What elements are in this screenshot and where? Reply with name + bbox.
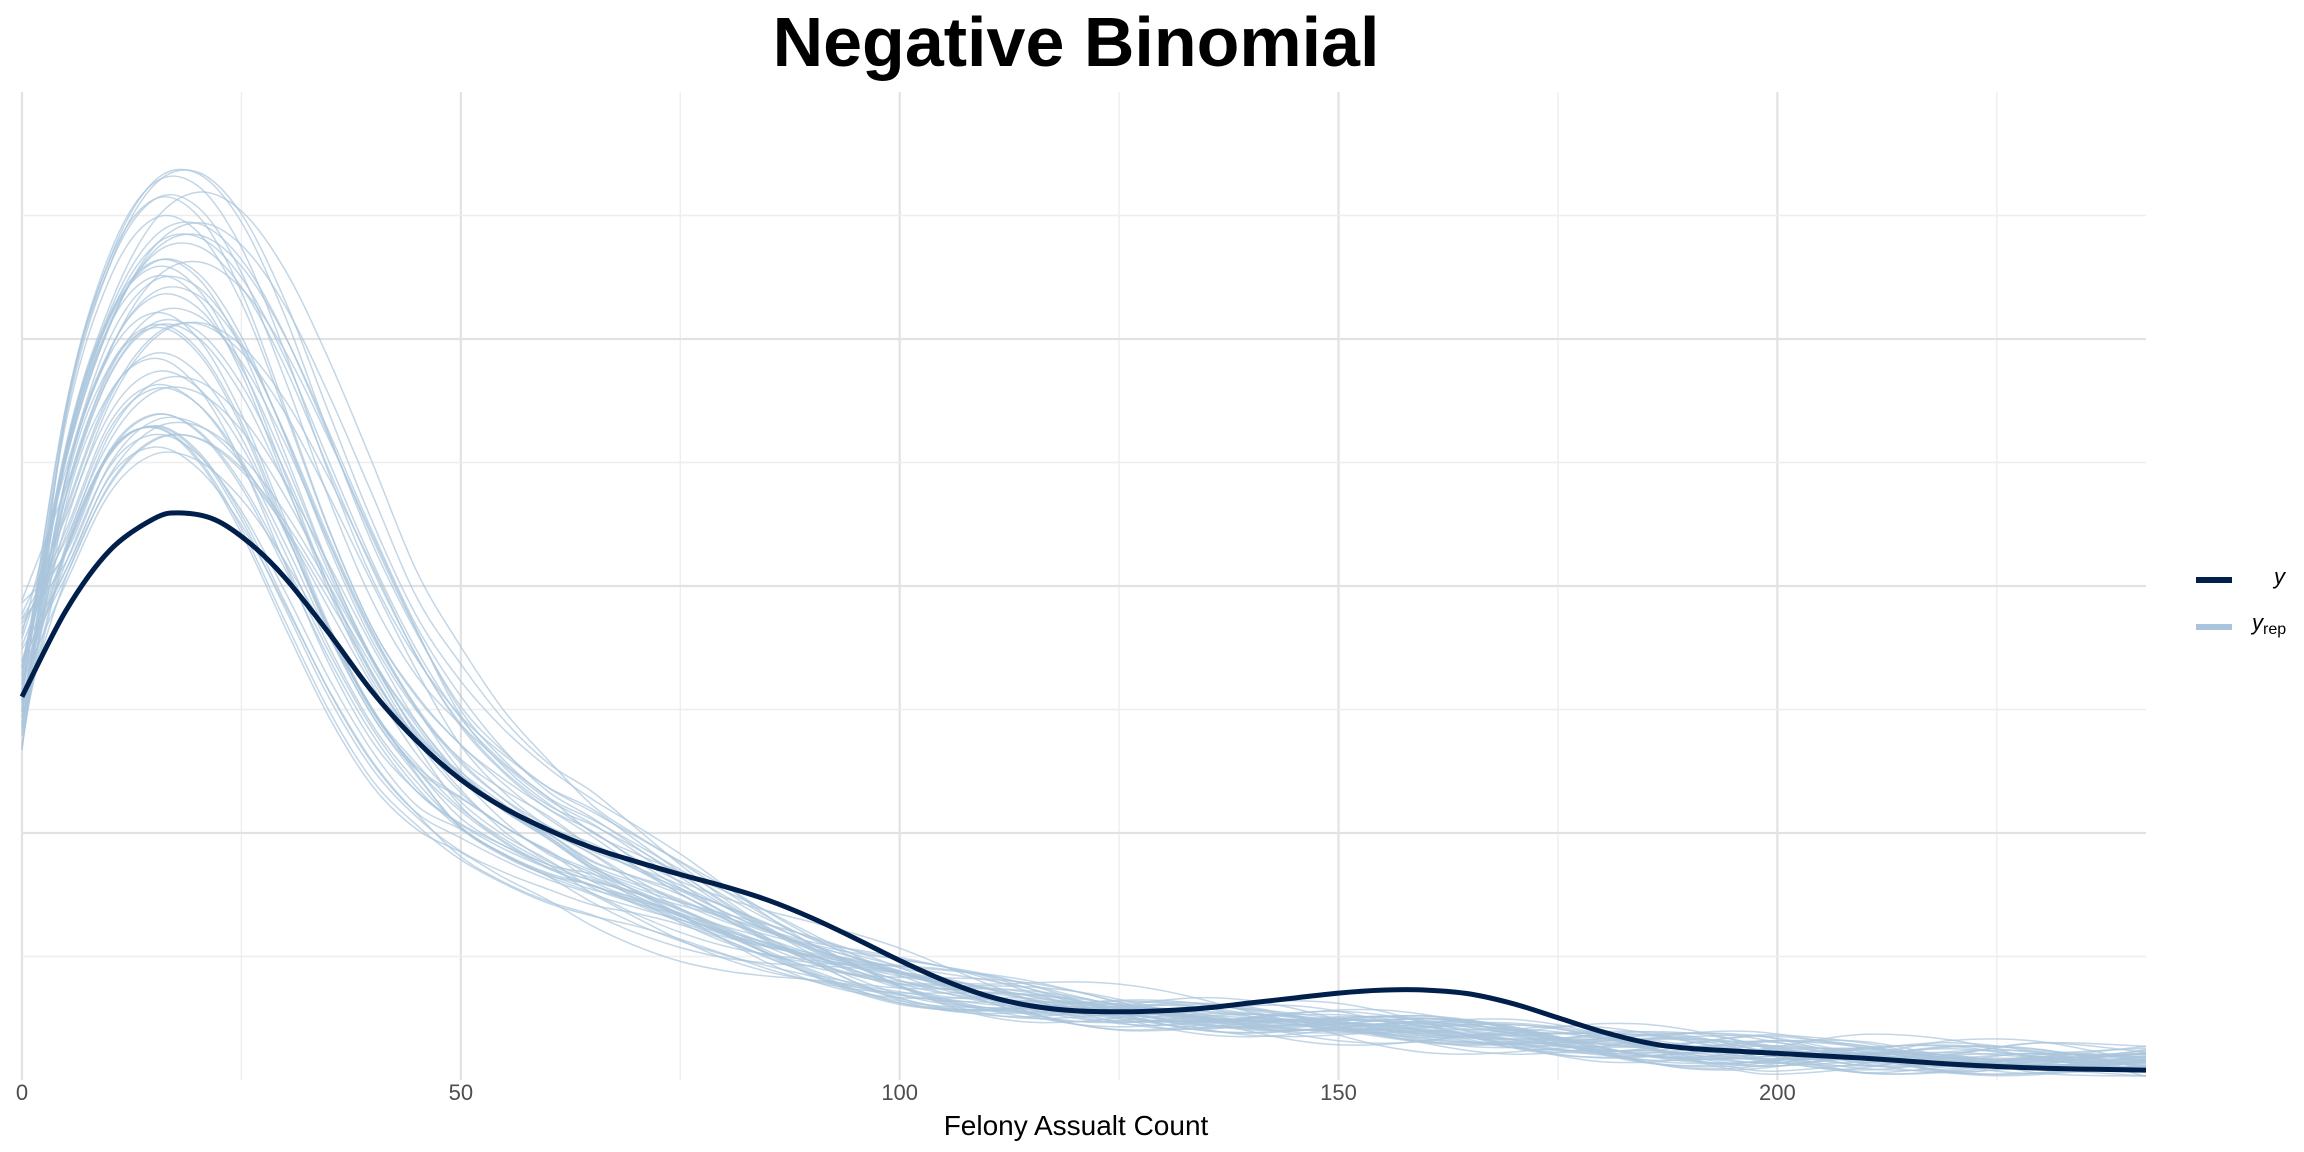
replicate-line bbox=[21, 451, 2147, 1075]
replicate-line bbox=[21, 175, 2147, 1072]
replicate-line bbox=[21, 168, 2147, 1076]
replicate-line bbox=[21, 196, 2147, 1071]
replicate-line bbox=[21, 425, 2147, 1070]
grid-lines bbox=[20, 92, 2146, 1080]
replicate-line bbox=[21, 424, 2147, 1067]
x-tick-label: 50 bbox=[449, 1080, 473, 1105]
replicate-line bbox=[21, 321, 2147, 1072]
replicate-line bbox=[21, 321, 2147, 1066]
chart-title: Negative Binomial bbox=[772, 3, 1380, 81]
replicate-line bbox=[21, 221, 2147, 1076]
replicate-line bbox=[21, 426, 2147, 1075]
replicate-line bbox=[21, 383, 2147, 1067]
replicate-line bbox=[21, 222, 2147, 1058]
replicate-line bbox=[21, 193, 2147, 1063]
legend-key-yrep bbox=[2196, 624, 2232, 630]
legend-label-y: y bbox=[2274, 564, 2285, 589]
x-axis-label: Felony Assualt Count bbox=[943, 1110, 1209, 1141]
replicate-line bbox=[21, 323, 2147, 1071]
replicate-line bbox=[21, 416, 2147, 1068]
replicate-line bbox=[21, 323, 2147, 1064]
replicate-line bbox=[21, 169, 2147, 1063]
observed-series-line bbox=[19, 510, 2147, 1073]
replicate-line bbox=[21, 433, 2147, 1072]
replicate-line bbox=[21, 375, 2147, 1070]
replicate-line bbox=[21, 260, 2147, 1071]
x-tick-label: 100 bbox=[881, 1080, 918, 1105]
replicate-line bbox=[21, 214, 2147, 1071]
replicate-line bbox=[21, 258, 2147, 1075]
replicate-line bbox=[21, 446, 2147, 1071]
replicate-line bbox=[21, 426, 2147, 1077]
replicate-line bbox=[21, 311, 2147, 1077]
x-tick-label: 0 bbox=[16, 1080, 28, 1105]
legend-key-y bbox=[2196, 577, 2232, 583]
replicate-line bbox=[21, 286, 2147, 1067]
replicate-line bbox=[21, 413, 2147, 1067]
x-tick-label: 200 bbox=[1759, 1080, 1796, 1105]
replicate-line bbox=[21, 413, 2147, 1069]
replicate-line bbox=[21, 258, 2147, 1074]
legend-label-yrep: yrep bbox=[2252, 610, 2287, 638]
replicate-line bbox=[21, 191, 2147, 1072]
replicate-lines bbox=[21, 168, 2147, 1077]
observed-line bbox=[19, 510, 2147, 1073]
x-tick-label: 150 bbox=[1320, 1080, 1357, 1105]
x-tick-labels: 0 50 100 150 200 bbox=[16, 1080, 1796, 1105]
replicate-line bbox=[21, 351, 2147, 1077]
